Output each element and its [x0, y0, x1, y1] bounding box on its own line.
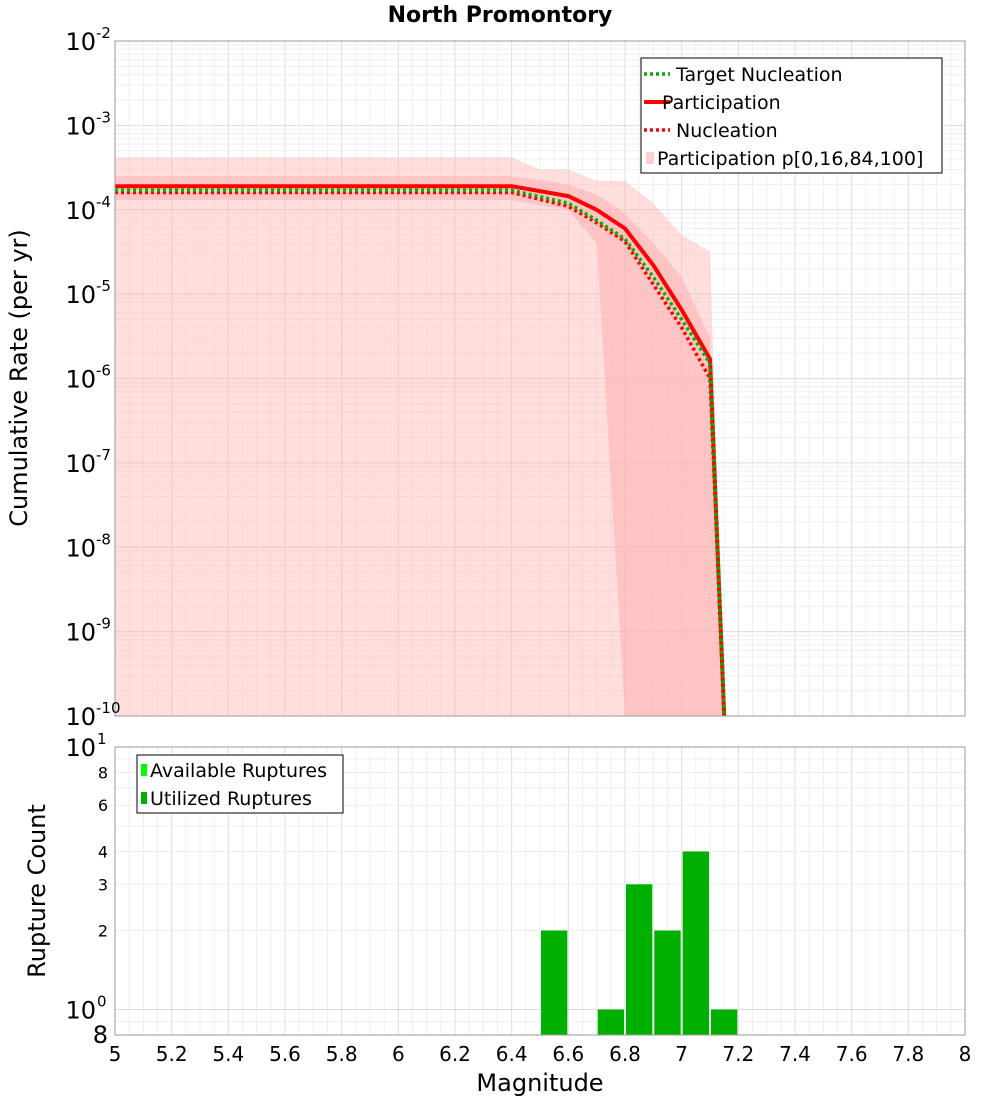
y-tick-label: 8	[93, 1021, 108, 1049]
y-tick-label: 10 -9	[65, 615, 111, 647]
series-line-nucleation	[115, 190, 726, 716]
x-tick-label: 6	[392, 1042, 405, 1066]
legend-label: Participation p[0,16,84,100]	[657, 148, 923, 170]
y-tick-base: 10	[65, 366, 96, 394]
y-tick-exponent: -10	[96, 699, 121, 717]
series-line-target-nucleation	[115, 188, 726, 716]
bar	[654, 930, 681, 1035]
x-tick-label: 5	[109, 1042, 122, 1066]
legend-label: Target Nucleation	[675, 64, 843, 86]
y-decade-label: 10 0	[65, 993, 106, 1025]
x-tick-label: 8	[959, 1042, 972, 1066]
x-tick-label: 6.2	[439, 1042, 471, 1066]
x-tick-label: 6.6	[552, 1042, 584, 1066]
bar	[682, 851, 709, 1035]
legend-label: Participation	[662, 92, 781, 114]
bottom-y-axis-label: Rupture Count	[23, 804, 51, 978]
participation-band-inner	[115, 176, 725, 716]
y-tick-label: 10 -4	[65, 193, 111, 225]
legend-label: Utilized Ruptures	[150, 788, 312, 810]
y-tick-label: 10 -5	[65, 277, 111, 309]
y-tick-exponent: -2	[96, 24, 111, 42]
legend-label: Nucleation	[676, 120, 778, 142]
legend-swatch	[646, 152, 654, 164]
legend-swatch	[141, 792, 147, 804]
y-tick-exponent: -9	[96, 615, 111, 633]
bar	[597, 1009, 624, 1035]
y-tick-label: 10 -8	[65, 530, 111, 562]
legend-box	[640, 57, 943, 174]
y-tick-label: 10 -3	[65, 108, 111, 140]
y-tick-base: 10	[65, 281, 96, 309]
y-tick-label: 3	[98, 875, 108, 894]
y-tick-label: 10 -6	[65, 362, 111, 394]
top-plot-frame	[114, 40, 966, 717]
y-tick-label: 10 -2	[65, 24, 111, 56]
y-tick-label: 4	[98, 842, 108, 861]
legend-swatch	[141, 764, 147, 776]
y-tick-base: 10	[65, 997, 96, 1025]
y-tick-exponent: -5	[96, 277, 111, 295]
y-tick-exponent: -7	[96, 446, 111, 464]
y-tick-base: 10	[65, 703, 96, 731]
bar	[711, 1009, 738, 1035]
y-tick-base: 10	[65, 450, 96, 478]
y-tick-label: 10 -10	[65, 699, 120, 731]
x-tick-label: 5.6	[269, 1042, 301, 1066]
x-tick-label: 5.8	[326, 1042, 358, 1066]
y-tick-base: 10	[65, 112, 96, 140]
participation-band-outer	[115, 157, 725, 716]
chart-title: North Promontory	[388, 3, 613, 28]
y-tick-label: 10 -7	[65, 446, 111, 478]
y-tick-base: 10	[65, 619, 96, 647]
y-tick-label: 6	[98, 796, 108, 815]
y-tick-exponent: 0	[97, 993, 107, 1011]
x-tick-label: 7	[675, 1042, 688, 1066]
y-tick-exponent: -8	[96, 530, 111, 548]
legend-box	[136, 754, 344, 814]
y-tick-exponent: -6	[96, 362, 111, 380]
x-tick-label: 7.4	[779, 1042, 811, 1066]
y-tick-label: 2	[98, 922, 108, 941]
y-decade-label: 10 1	[65, 730, 106, 762]
bottom-plot-frame	[114, 746, 966, 1036]
bar	[541, 930, 568, 1035]
bar	[626, 884, 653, 1035]
x-tick-label: 7.2	[722, 1042, 754, 1066]
bottom-legend: Available Ruptures Utilized Ruptures	[136, 754, 344, 814]
x-tick-label: 6.8	[609, 1042, 641, 1066]
x-axis-label: Magnitude	[476, 1069, 603, 1097]
y-tick-base: 10	[65, 197, 96, 225]
x-tick-label: 7.8	[892, 1042, 924, 1066]
y-tick-exponent: -3	[96, 108, 111, 126]
y-tick-label: 8	[98, 763, 108, 782]
top-legend: Target Nucleation Participation Nucleation…	[640, 57, 943, 174]
x-tick-label: 5.4	[212, 1042, 244, 1066]
y-tick-base: 10	[65, 534, 96, 562]
y-tick-exponent: -4	[96, 193, 111, 211]
x-tick-label: 6.4	[496, 1042, 528, 1066]
y-tick-base: 10	[65, 734, 96, 762]
x-tick-label: 7.6	[836, 1042, 868, 1066]
y-tick-exponent: 1	[97, 730, 107, 748]
top-y-axis-label: Cumulative Rate (per yr)	[5, 229, 33, 527]
legend-label: Available Ruptures	[150, 760, 327, 782]
series-line-participation	[115, 184, 727, 716]
x-tick-label: 5.2	[156, 1042, 188, 1066]
y-tick-base: 10	[65, 28, 96, 56]
